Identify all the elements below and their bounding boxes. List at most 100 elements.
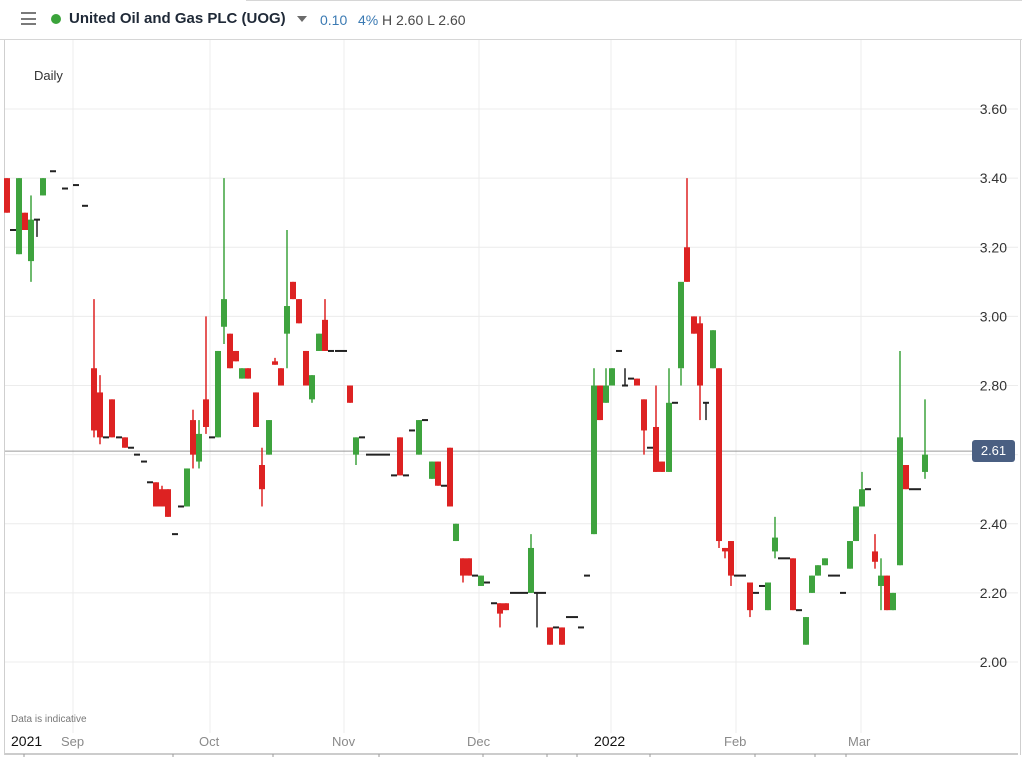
candle[interactable] — [878, 558, 884, 611]
candle[interactable] — [909, 488, 915, 491]
candle[interactable] — [227, 333, 233, 369]
candle[interactable] — [528, 534, 534, 593]
candle[interactable] — [472, 574, 478, 577]
candle[interactable] — [4, 178, 10, 213]
candle[interactable] — [710, 330, 716, 369]
candle[interactable] — [759, 584, 765, 587]
candle[interactable] — [716, 368, 722, 548]
candle[interactable] — [584, 574, 590, 577]
candle[interactable] — [641, 399, 647, 455]
candle[interactable] — [566, 616, 572, 619]
candle[interactable] — [347, 385, 353, 403]
candle[interactable] — [865, 488, 871, 491]
candle[interactable] — [441, 484, 447, 487]
candle[interactable] — [184, 468, 190, 507]
candle[interactable] — [647, 446, 653, 449]
candle[interactable] — [22, 212, 28, 230]
candle[interactable] — [522, 591, 528, 594]
candle[interactable] — [510, 591, 516, 594]
candle[interactable] — [221, 178, 227, 345]
candle[interactable] — [153, 482, 159, 507]
candle[interactable] — [897, 350, 903, 566]
candle[interactable] — [684, 178, 690, 282]
chart-area[interactable] — [4, 40, 1021, 755]
candle[interactable] — [840, 591, 846, 594]
candle[interactable] — [378, 453, 384, 456]
candle[interactable] — [397, 437, 403, 476]
candle[interactable] — [834, 574, 840, 577]
candle[interactable] — [659, 461, 665, 472]
candle[interactable] — [784, 557, 790, 560]
candle[interactable] — [309, 375, 315, 403]
candle[interactable] — [778, 557, 784, 560]
candle[interactable] — [134, 453, 140, 456]
candle[interactable] — [922, 399, 928, 479]
candle[interactable] — [672, 401, 678, 404]
candle[interactable] — [491, 602, 497, 605]
candle[interactable] — [335, 349, 341, 352]
candle[interactable] — [384, 453, 390, 456]
candle[interactable] — [239, 368, 245, 379]
candle[interactable] — [653, 385, 659, 472]
candle[interactable] — [597, 385, 603, 421]
candle[interactable] — [372, 453, 378, 456]
candle[interactable] — [628, 377, 634, 380]
candle[interactable] — [266, 420, 272, 455]
candle[interactable] — [559, 627, 565, 645]
candle[interactable] — [553, 626, 559, 629]
candle[interactable] — [341, 349, 347, 352]
candle[interactable] — [259, 447, 265, 507]
candle[interactable] — [73, 184, 79, 187]
candle[interactable] — [403, 474, 409, 477]
candle[interactable] — [790, 558, 796, 611]
candle[interactable] — [141, 460, 147, 463]
candle[interactable] — [678, 281, 684, 386]
candle[interactable] — [634, 378, 640, 386]
candle[interactable] — [359, 436, 365, 439]
candle[interactable] — [447, 447, 453, 507]
candle[interactable] — [91, 299, 97, 438]
candle[interactable] — [884, 575, 890, 611]
candle[interactable] — [890, 592, 896, 611]
candle[interactable] — [296, 299, 302, 324]
candle[interactable] — [50, 170, 56, 173]
candle[interactable] — [572, 616, 578, 619]
candle[interactable] — [272, 357, 278, 365]
candle[interactable] — [740, 574, 746, 577]
candle[interactable] — [159, 485, 165, 507]
candle[interactable] — [34, 218, 40, 237]
candle[interactable] — [147, 481, 153, 484]
candle[interactable] — [691, 316, 697, 334]
candle[interactable] — [822, 558, 828, 566]
candle[interactable] — [666, 368, 672, 472]
candle[interactable] — [915, 488, 921, 491]
candle[interactable] — [747, 582, 753, 618]
candle[interactable] — [453, 523, 459, 542]
candle[interactable] — [10, 229, 16, 231]
candle[interactable] — [616, 349, 622, 352]
candle[interactable] — [28, 195, 34, 282]
candle[interactable] — [622, 368, 628, 387]
candle[interactable] — [165, 489, 171, 517]
candle[interactable] — [284, 230, 290, 369]
candle[interactable] — [290, 281, 296, 300]
candle[interactable] — [497, 603, 503, 628]
candle[interactable] — [278, 368, 284, 386]
candle[interactable] — [328, 349, 334, 352]
candle[interactable] — [178, 505, 184, 508]
candle[interactable] — [353, 437, 359, 466]
candle[interactable] — [122, 437, 128, 448]
candle[interactable] — [591, 368, 597, 535]
candle[interactable] — [103, 436, 109, 439]
instrument-name[interactable]: United Oil and Gas PLC (UOG) — [69, 10, 286, 27]
candle[interactable] — [765, 582, 771, 611]
candle[interactable] — [460, 558, 466, 583]
candle[interactable] — [196, 420, 202, 469]
candle[interactable] — [828, 574, 834, 577]
candle[interactable] — [809, 575, 815, 593]
candle[interactable] — [478, 575, 484, 586]
candle[interactable] — [815, 565, 821, 576]
candle[interactable] — [796, 609, 802, 612]
candle[interactable] — [722, 547, 728, 559]
